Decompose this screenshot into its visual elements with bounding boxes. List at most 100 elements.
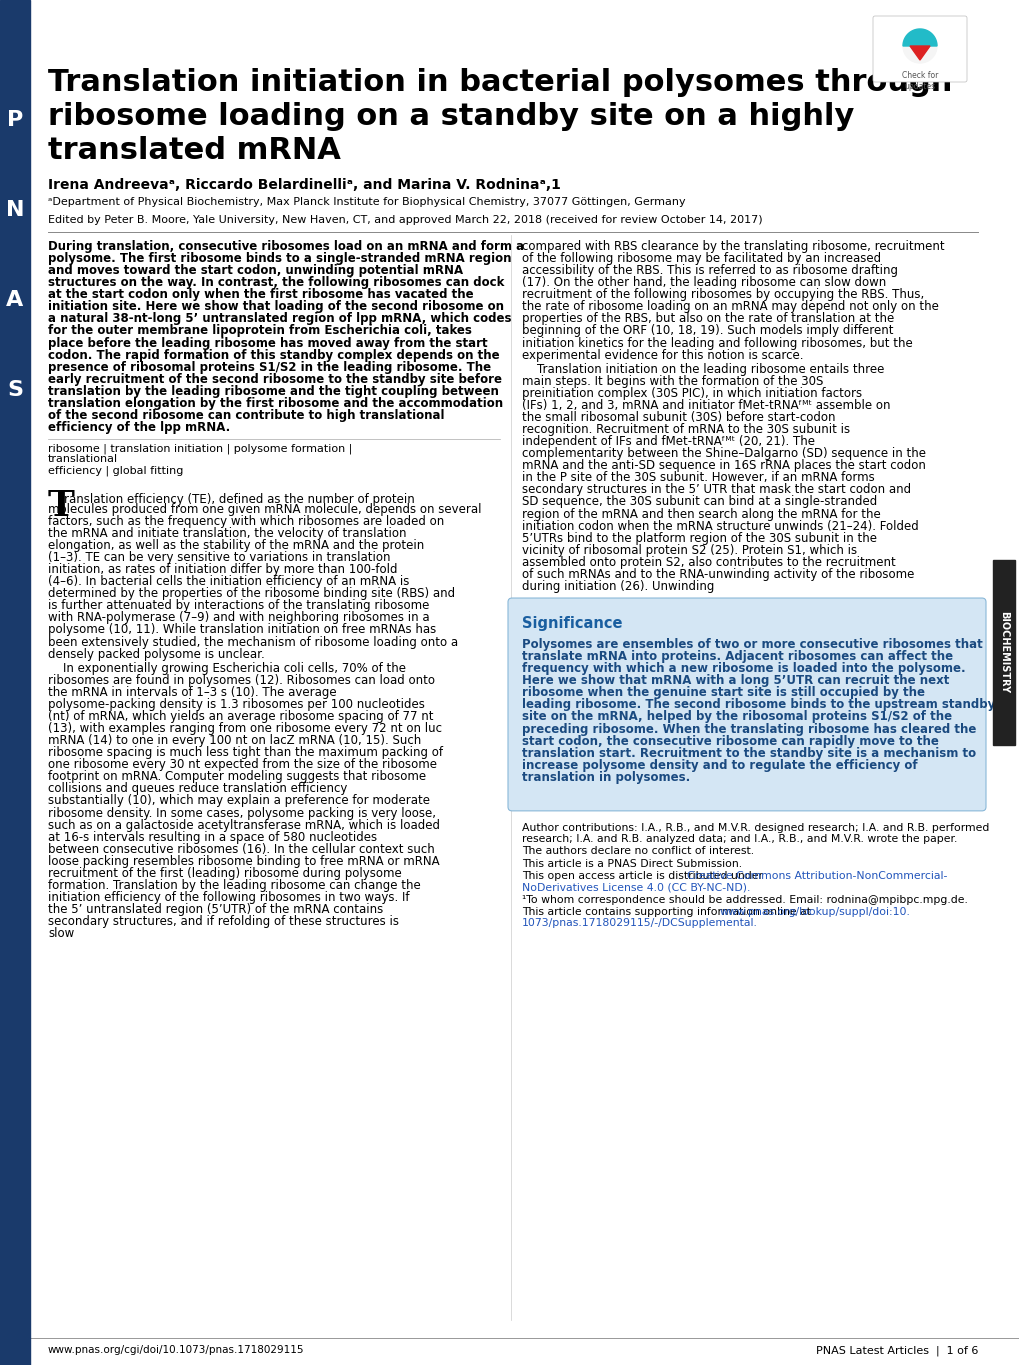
Text: elongation, as well as the stability of the mRNA and the protein: elongation, as well as the stability of … (48, 539, 424, 551)
Text: experimental evidence for this notion is scarce.: experimental evidence for this notion is… (522, 348, 803, 362)
Text: www.pnas.org/cgi/doi/10.1073/pnas.1718029115: www.pnas.org/cgi/doi/10.1073/pnas.171802… (48, 1345, 305, 1355)
Text: BIOCHEMISTRY: BIOCHEMISTRY (998, 612, 1008, 693)
Text: formation. Translation by the leading ribosome can change the: formation. Translation by the leading ri… (48, 879, 421, 891)
Text: Translation initiation on the leading ribosome entails three: Translation initiation on the leading ri… (522, 363, 883, 375)
Text: complementarity between the Shine–Dalgarno (SD) sequence in the: complementarity between the Shine–Dalgar… (522, 448, 925, 460)
Text: 5’UTRs bind to the platform region of the 30S subunit in the: 5’UTRs bind to the platform region of th… (522, 532, 876, 545)
Text: of such mRNAs and to the RNA-unwinding activity of the ribosome: of such mRNAs and to the RNA-unwinding a… (522, 568, 913, 581)
Text: 1073/pnas.1718029115/-/DCSupplemental.: 1073/pnas.1718029115/-/DCSupplemental. (522, 919, 757, 928)
Text: densely packed polysome is unclear.: densely packed polysome is unclear. (48, 647, 265, 661)
Text: (nt) of mRNA, which yields an average ribosome spacing of 77 nt: (nt) of mRNA, which yields an average ri… (48, 710, 433, 723)
Text: been extensively studied, the mechanism of ribosome loading onto a: been extensively studied, the mechanism … (48, 636, 458, 648)
Text: properties of the RBS, but also on the rate of translation at the: properties of the RBS, but also on the r… (522, 313, 894, 325)
Text: N: N (6, 201, 24, 220)
Text: slow: slow (48, 927, 74, 940)
Text: at 16-s intervals resulting in a space of 580 nucleotides: at 16-s intervals resulting in a space o… (48, 831, 377, 844)
Text: presence of ribosomal proteins S1/S2 in the leading ribosome. The: presence of ribosomal proteins S1/S2 in … (48, 360, 490, 374)
Text: Significance: Significance (522, 616, 622, 631)
Text: polysome. The first ribosome binds to a single-stranded mRNA region: polysome. The first ribosome binds to a … (48, 253, 511, 265)
Text: During translation, consecutive ribosomes load on an mRNA and form a: During translation, consecutive ribosome… (48, 240, 524, 253)
Text: initiation efficiency of the following ribosomes in two ways. If: initiation efficiency of the following r… (48, 891, 409, 904)
Text: a natural 38-nt-long 5’ untranslated region of lpp mRNA, which codes: a natural 38-nt-long 5’ untranslated reg… (48, 313, 511, 325)
Text: The authors declare no conflict of interest.: The authors declare no conflict of inter… (522, 846, 753, 856)
Text: the mRNA and initiate translation, the velocity of translation: the mRNA and initiate translation, the v… (48, 527, 407, 541)
Text: secondary structures in the 5’ UTR that mask the start codon and: secondary structures in the 5’ UTR that … (522, 483, 910, 497)
Text: efficiency of the lpp mRNA.: efficiency of the lpp mRNA. (48, 420, 230, 434)
Text: between consecutive ribosomes (16). In the cellular context such: between consecutive ribosomes (16). In t… (48, 842, 434, 856)
Text: independent of IFs and fMet-tRNAᶠᴹᵗ (20, 21). The: independent of IFs and fMet-tRNAᶠᴹᵗ (20,… (522, 435, 814, 448)
Text: translation by the leading ribosome and the tight coupling between: translation by the leading ribosome and … (48, 385, 498, 397)
Text: vicinity of ribosomal protein S2 (25). Protein S1, which is: vicinity of ribosomal protein S2 (25). P… (522, 543, 856, 557)
Text: (1–3). TE can be very sensitive to variations in translation: (1–3). TE can be very sensitive to varia… (48, 551, 390, 564)
Text: place before the leading ribosome has moved away from the start: place before the leading ribosome has mo… (48, 337, 487, 349)
Text: preceding ribosome. When the translating ribosome has cleared the: preceding ribosome. When the translating… (522, 722, 975, 736)
Text: polysome (10, 11). While translation initiation on free mRNAs has: polysome (10, 11). While translation ini… (48, 624, 436, 636)
Text: leading ribosome. The second ribosome binds to the upstream standby: leading ribosome. The second ribosome bi… (522, 699, 995, 711)
Text: with RNA-polymerase (7–9) and with neighboring ribosomes in a: with RNA-polymerase (7–9) and with neigh… (48, 612, 429, 624)
Text: ribosome spacing is much less tight than the maximum packing of: ribosome spacing is much less tight than… (48, 747, 442, 759)
Text: SD sequence, the 30S subunit can bind at a single-stranded: SD sequence, the 30S subunit can bind at… (522, 495, 876, 509)
Text: footprint on mRNA. Computer modeling suggests that ribosome: footprint on mRNA. Computer modeling sug… (48, 770, 426, 784)
Text: collisions and queues reduce translation efficiency: collisions and queues reduce translation… (48, 782, 347, 796)
Text: early recruitment of the second ribosome to the standby site before: early recruitment of the second ribosome… (48, 373, 501, 386)
Text: accessibility of the RBS. This is referred to as ribosome drafting: accessibility of the RBS. This is referr… (522, 265, 897, 277)
FancyBboxPatch shape (507, 598, 985, 811)
Text: translation elongation by the first ribosome and the accommodation: translation elongation by the first ribo… (48, 397, 502, 410)
Text: Translation initiation in bacterial polysomes through: Translation initiation in bacterial poly… (48, 68, 952, 97)
Text: polysome-packing density is 1.3 ribosomes per 100 nucleotides: polysome-packing density is 1.3 ribosome… (48, 698, 425, 711)
Text: recruitment of the following ribosomes by occupying the RBS. Thus,: recruitment of the following ribosomes b… (522, 288, 923, 302)
Text: translate mRNA into proteins. Adjacent ribosomes can affect the: translate mRNA into proteins. Adjacent r… (522, 650, 952, 663)
Text: mRNA (14) to one in every 100 nt on lacZ mRNA (10, 15). Such: mRNA (14) to one in every 100 nt on lacZ… (48, 734, 421, 747)
Text: secondary structures, and if refolding of these structures is: secondary structures, and if refolding o… (48, 915, 398, 928)
Text: beginning of the ORF (10, 18, 19). Such models imply different: beginning of the ORF (10, 18, 19). Such … (522, 325, 893, 337)
Text: increase polysome density and to regulate the efficiency of: increase polysome density and to regulat… (522, 759, 917, 771)
Text: the rate of ribosome loading on an mRNA may depend not only on the: the rate of ribosome loading on an mRNA … (522, 300, 937, 314)
Text: translation in polysomes.: translation in polysomes. (522, 771, 690, 784)
Text: the mRNA in intervals of 1–3 s (10). The average: the mRNA in intervals of 1–3 s (10). The… (48, 685, 336, 699)
Text: This article contains supporting information online at: This article contains supporting informa… (522, 908, 814, 917)
FancyBboxPatch shape (872, 16, 966, 82)
Text: initiation site. Here we show that loading of the second ribosome on: initiation site. Here we show that loadi… (48, 300, 503, 314)
Text: translational: translational (48, 455, 118, 464)
Text: preinitiation complex (30S PIC), in which initiation factors: preinitiation complex (30S PIC), in whic… (522, 386, 861, 400)
Text: region of the mRNA and then search along the mRNA for the: region of the mRNA and then search along… (522, 508, 879, 520)
Text: ribosome density. In some cases, polysome packing is very loose,: ribosome density. In some cases, polysom… (48, 807, 435, 819)
Text: is further attenuated by interactions of the translating ribosome: is further attenuated by interactions of… (48, 599, 429, 613)
Text: and moves toward the start codon, unwinding potential mRNA: and moves toward the start codon, unwind… (48, 265, 463, 277)
Bar (0, 0, 30, 1365)
Text: Check for
updates: Check for updates (901, 71, 937, 91)
Text: site on the mRNA, helped by the ribosomal proteins S1/S2 of the: site on the mRNA, helped by the ribosoma… (522, 710, 951, 723)
Text: This article is a PNAS Direct Submission.: This article is a PNAS Direct Submission… (522, 859, 742, 868)
Text: recognition. Recruitment of mRNA to the 30S subunit is: recognition. Recruitment of mRNA to the … (522, 423, 849, 435)
Text: www.pnas.org/lookup/suppl/doi:10.: www.pnas.org/lookup/suppl/doi:10. (718, 908, 909, 917)
Text: Author contributions: I.A., R.B., and M.V.R. designed research; I.A. and R.B. pe: Author contributions: I.A., R.B., and M.… (522, 823, 988, 833)
Text: codon. The rapid formation of this standby complex depends on the: codon. The rapid formation of this stand… (48, 348, 499, 362)
Text: (13), with examples ranging from one ribosome every 72 nt on luc: (13), with examples ranging from one rib… (48, 722, 441, 734)
Text: the small ribosomal subunit (30S) before start-codon: the small ribosomal subunit (30S) before… (522, 411, 835, 425)
Text: Edited by Peter B. Moore, Yale University, New Haven, CT, and approved March 22,: Edited by Peter B. Moore, Yale Universit… (48, 216, 762, 225)
Text: ribosome when the genuine start site is still occupied by the: ribosome when the genuine start site is … (522, 687, 924, 699)
Text: T: T (48, 489, 74, 523)
Text: (17). On the other hand, the leading ribosome can slow down: (17). On the other hand, the leading rib… (522, 276, 886, 289)
Text: for the outer membrane lipoprotein from Escherichia coli, takes: for the outer membrane lipoprotein from … (48, 325, 472, 337)
Text: Creative Commons Attribution-NonCommercial-: Creative Commons Attribution-NonCommerci… (687, 871, 947, 882)
Text: A: A (6, 289, 23, 310)
Text: (4–6). In bacterial cells the initiation efficiency of an mRNA is: (4–6). In bacterial cells the initiation… (48, 575, 409, 588)
Polygon shape (902, 29, 936, 46)
Text: NoDerivatives License 4.0 (CC BY-NC-ND).: NoDerivatives License 4.0 (CC BY-NC-ND). (522, 882, 750, 893)
Text: the 5’ untranslated region (5’UTR) of the mRNA contains: the 5’ untranslated region (5’UTR) of th… (48, 904, 383, 916)
Text: of the following ribosome may be facilitated by an increased: of the following ribosome may be facilit… (522, 253, 880, 265)
Text: start codon, the consecutive ribosome can rapidly move to the: start codon, the consecutive ribosome ca… (522, 734, 937, 748)
Text: frequency with which a new ribosome is loaded into the polysome.: frequency with which a new ribosome is l… (522, 662, 965, 676)
Text: ᵃDepartment of Physical Biochemistry, Max Planck Institute for Biophysical Chemi: ᵃDepartment of Physical Biochemistry, Ma… (48, 197, 685, 207)
Polygon shape (909, 46, 929, 60)
Bar (993, 560, 1014, 745)
Text: Here we show that mRNA with a long 5’UTR can recruit the next: Here we show that mRNA with a long 5’UTR… (522, 674, 949, 687)
Text: determined by the properties of the ribosome binding site (RBS) and: determined by the properties of the ribo… (48, 587, 454, 601)
Text: PNAS Latest Articles  |  1 of 6: PNAS Latest Articles | 1 of 6 (815, 1345, 977, 1355)
Text: molecules produced from one given mRNA molecule, depends on several: molecules produced from one given mRNA m… (48, 502, 481, 516)
Text: during initiation (26). Unwinding: during initiation (26). Unwinding (522, 580, 713, 592)
Text: translation start. Recruitment to the standby site is a mechanism to: translation start. Recruitment to the st… (522, 747, 975, 760)
Text: at the start codon only when the first ribosome has vacated the: at the start codon only when the first r… (48, 288, 473, 302)
Text: compared with RBS clearance by the translating ribosome, recruitment: compared with RBS clearance by the trans… (522, 240, 944, 253)
